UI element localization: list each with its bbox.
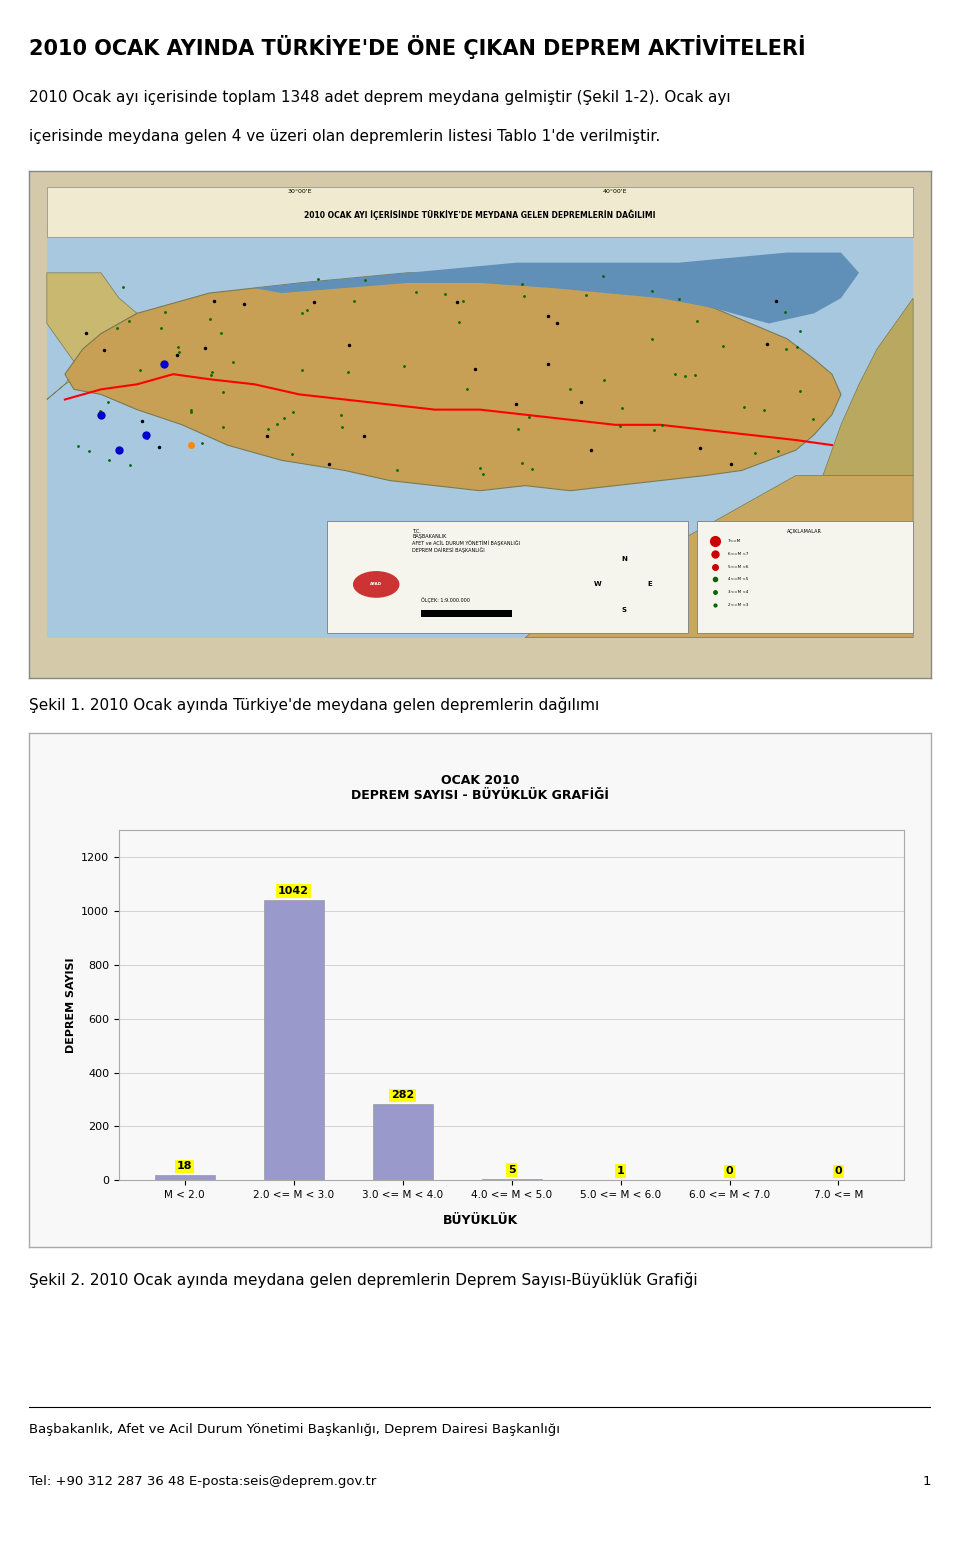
Bar xyxy=(47,187,913,237)
Text: 7<=M: 7<=M xyxy=(728,539,741,544)
Polygon shape xyxy=(823,298,913,475)
Text: içerisinde meydana gelen 4 ve üzeri olan depremlerin listesi Tablo 1'de verilmiş: içerisinde meydana gelen 4 ve üzeri olan… xyxy=(29,129,660,143)
Text: Başbakanlık, Afet ve Acil Durum Yönetimi Başkanlığı, Deprem Dairesi Başkanlığı: Başbakanlık, Afet ve Acil Durum Yönetimi… xyxy=(29,1422,560,1436)
Text: E: E xyxy=(647,582,652,588)
Text: 1: 1 xyxy=(616,1166,624,1175)
Bar xyxy=(47,223,913,638)
Y-axis label: DEPREM SAYISI: DEPREM SAYISI xyxy=(65,957,76,1054)
Text: 0: 0 xyxy=(726,1166,733,1177)
Text: 18: 18 xyxy=(177,1161,192,1171)
Text: T.C.
BAŞBAKANLIK
AFET ve ACİL DURUM YÖNETİMİ BAŞKANLIĞI
DEPREM DAİRESİ BAŞKANLIĞ: T.C. BAŞBAKANLIK AFET ve ACİL DURUM YÖNE… xyxy=(413,529,520,553)
Text: S: S xyxy=(622,608,627,613)
Text: Tel: +90 312 287 36 48 E-posta:seis@deprem.gov.tr: Tel: +90 312 287 36 48 E-posta:seis@depr… xyxy=(29,1475,376,1489)
Bar xyxy=(372,1104,433,1180)
Text: 0: 0 xyxy=(834,1166,842,1177)
Text: 1: 1 xyxy=(923,1475,931,1489)
Text: 2<=M <3: 2<=M <3 xyxy=(728,603,749,606)
Text: 5<=M <6: 5<=M <6 xyxy=(728,564,749,569)
Text: ÖLÇEK: 1:9.000.000: ÖLÇEK: 1:9.000.000 xyxy=(421,597,470,602)
Text: Şekil 2. 2010 Ocak ayında meydana gelen depremlerin Deprem Sayısı-Büyüklük Grafi: Şekil 2. 2010 Ocak ayında meydana gelen … xyxy=(29,1272,697,1288)
Circle shape xyxy=(353,572,398,597)
Polygon shape xyxy=(47,273,137,399)
Text: 30°00'E: 30°00'E xyxy=(287,189,312,195)
Bar xyxy=(155,1175,215,1180)
Text: 4<=M <5: 4<=M <5 xyxy=(728,577,749,582)
Text: AÇIKLAMALAR: AÇIKLAMALAR xyxy=(787,529,823,533)
Polygon shape xyxy=(65,273,841,491)
Text: 3<=M <4: 3<=M <4 xyxy=(728,589,749,594)
Bar xyxy=(421,610,512,617)
Text: AFAD: AFAD xyxy=(371,583,382,586)
Text: W: W xyxy=(594,582,602,588)
Text: 282: 282 xyxy=(391,1090,415,1101)
Text: 6<=M <7: 6<=M <7 xyxy=(728,552,749,557)
Text: Şekil 1. 2010 Ocak ayında Türkiye'de meydana gelen depremlerin dağılımı: Şekil 1. 2010 Ocak ayında Türkiye'de mey… xyxy=(29,697,599,714)
Polygon shape xyxy=(525,475,913,638)
Text: 5: 5 xyxy=(508,1165,516,1175)
Bar xyxy=(264,900,324,1180)
Bar xyxy=(326,521,687,633)
Bar xyxy=(697,521,913,633)
Text: 2010 OCAK AYINDA TÜRKİYE'DE ÖNE ÇIKAN DEPREM AKTİVİTELERİ: 2010 OCAK AYINDA TÜRKİYE'DE ÖNE ÇIKAN DE… xyxy=(29,34,805,59)
Text: 2010 OCAK AYI İÇERİSİNDE TÜRKİYE'DE MEYDANA GELEN DEPREMLERİN DAĞILIMI: 2010 OCAK AYI İÇERİSİNDE TÜRKİYE'DE MEYD… xyxy=(304,209,656,220)
Text: 1042: 1042 xyxy=(278,886,309,896)
Text: BÜYÜKLÜK: BÜYÜKLÜK xyxy=(443,1213,517,1227)
Text: OCAK 2010
DEPREM SAYISI - BÜYÜKLÜK GRAFİĞİ: OCAK 2010 DEPREM SAYISI - BÜYÜKLÜK GRAFİ… xyxy=(351,773,609,801)
Text: N: N xyxy=(621,555,627,561)
Text: 40°00'E: 40°00'E xyxy=(603,189,628,195)
Text: 2010 Ocak ayı içerisinde toplam 1348 adet deprem meydana gelmiştir (Şekil 1-2). : 2010 Ocak ayı içerisinde toplam 1348 ade… xyxy=(29,90,731,104)
Polygon shape xyxy=(254,253,859,324)
